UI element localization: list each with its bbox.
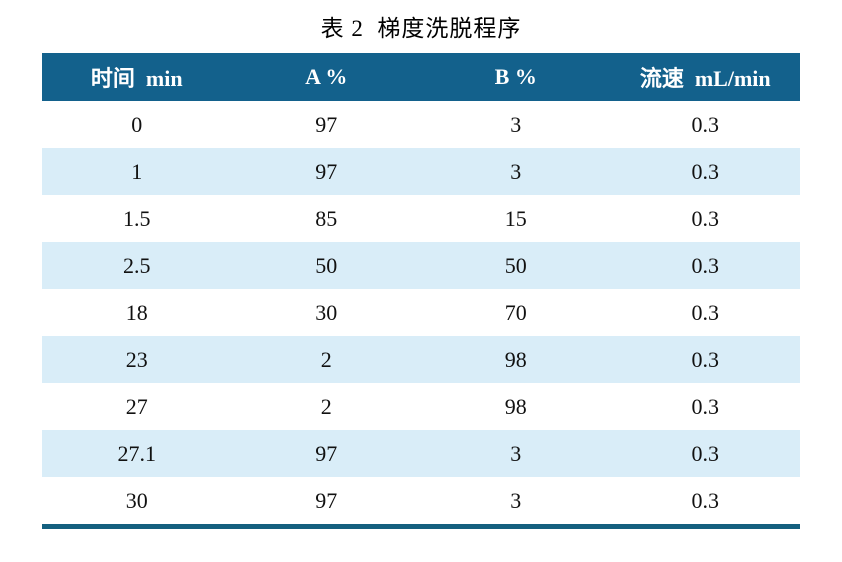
- column-header-a-percent: A %: [231, 53, 421, 101]
- table-cell: 2: [320, 346, 332, 372]
- table-cell: 50: [315, 252, 338, 278]
- column-header-time: 时间 min: [42, 53, 232, 101]
- table-cell: 0.3: [691, 111, 720, 137]
- table-cell: 85: [315, 205, 338, 231]
- table-row: 1.5 85 15 0.3: [42, 195, 800, 242]
- table-cell: 27: [125, 393, 148, 419]
- table-row: 30 97 3 0.3: [42, 477, 800, 527]
- table-row: 27.1 97 3 0.3: [42, 430, 800, 477]
- table-cell: 0.3: [691, 393, 720, 419]
- table-cell: 0: [131, 111, 143, 137]
- table-cell: 0.3: [691, 158, 720, 184]
- table-row: 1 97 3 0.3: [42, 148, 800, 195]
- table-cell: 50: [504, 252, 527, 278]
- table-cell: 2: [320, 393, 332, 419]
- table-cell: 3: [510, 487, 522, 513]
- table-row: 27 2 98 0.3: [42, 383, 800, 430]
- table-cell: 97: [315, 158, 338, 184]
- table-cell: 3: [510, 440, 522, 466]
- table-cell: 97: [315, 487, 338, 513]
- table-cell: 97: [315, 111, 338, 137]
- table-cell: 0.3: [691, 252, 720, 278]
- table-cell: 2.5: [123, 252, 151, 278]
- table-cell: 30: [315, 299, 338, 325]
- table-row: 0 97 3 0.3: [42, 101, 800, 148]
- gradient-elution-table: 时间 min A % B % 流速 mL/min 0 97 3 0.3 1 97 3 0.3 1…: [42, 53, 800, 529]
- table-cell: 0.3: [691, 299, 720, 325]
- table-header: 时间 min A % B % 流速 mL/min: [42, 53, 800, 101]
- table-cell: 23: [125, 346, 148, 372]
- table-cell: 1.5: [123, 205, 151, 231]
- header-row: 时间 min A % B % 流速 mL/min: [42, 53, 800, 101]
- table-cell: 0.3: [691, 440, 720, 466]
- table-cell: 70: [504, 299, 527, 325]
- table-cell: 0.3: [691, 205, 720, 231]
- table-cell: 3: [510, 158, 522, 184]
- table-cell: 27.1: [117, 440, 157, 466]
- table-cell: 0.3: [691, 346, 720, 372]
- column-header-flow-rate: 流速 mL/min: [610, 53, 800, 101]
- table-cell: 0.3: [691, 487, 720, 513]
- table-cell: 15: [504, 205, 527, 231]
- table-cell: 30: [125, 487, 148, 513]
- table-row: 18 30 70 0.3: [42, 289, 800, 336]
- table-cell: 97: [315, 440, 338, 466]
- table-cell: 18: [125, 299, 148, 325]
- table-title: 表 2 梯度洗脱程序: [320, 16, 522, 41]
- table-row: 23 2 98 0.3: [42, 336, 800, 383]
- table-cell: 1: [131, 158, 143, 184]
- table-cell: 98: [504, 346, 527, 372]
- table-body: 0 97 3 0.3 1 97 3 0.3 1.5 85 15 0.3 2.5 50 50 0.3 18 30 70…: [42, 101, 800, 527]
- table-cell: 3: [510, 111, 522, 137]
- table-row: 2.5 50 50 0.3: [42, 242, 800, 289]
- column-header-b-percent: B %: [421, 53, 611, 101]
- table-cell: 98: [504, 393, 527, 419]
